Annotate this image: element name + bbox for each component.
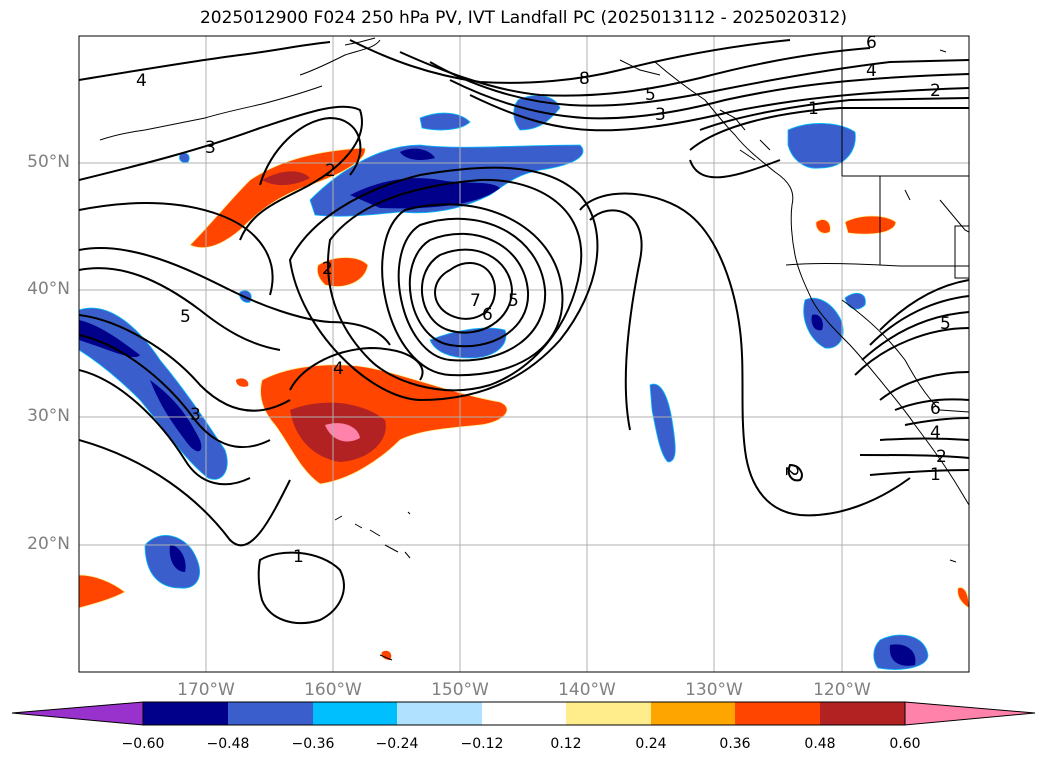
colorbar-tick-label: −0.12 xyxy=(460,736,504,752)
shading-layer xyxy=(79,95,969,670)
contour-label: 2 xyxy=(781,466,801,477)
contour-label: 4 xyxy=(866,61,877,81)
contour-label: 7 xyxy=(470,291,481,311)
contour-label: 1 xyxy=(808,99,819,119)
plot-frame xyxy=(78,35,970,673)
lon-label: 170°W xyxy=(177,680,235,700)
lon-label: 150°W xyxy=(431,680,489,700)
contour-label: 2 xyxy=(322,259,333,279)
contour-label: 6 xyxy=(482,305,493,325)
lat-label: 50°N xyxy=(27,152,70,172)
colorbar xyxy=(11,701,1036,726)
colorbar-tick-label: 0.60 xyxy=(889,736,921,752)
contour-label: 3 xyxy=(655,105,666,125)
contour-label: 5 xyxy=(940,314,951,334)
ivt-contours xyxy=(79,39,969,625)
colorbar-tick-label: 0.12 xyxy=(550,736,582,752)
contour-label: 4 xyxy=(930,423,941,443)
contour-label: 1 xyxy=(293,547,304,567)
colorbar-segment xyxy=(313,702,398,725)
colorbar-extend-low xyxy=(11,701,144,726)
colorbar-segment xyxy=(735,702,820,725)
colorbar-segment xyxy=(566,702,651,725)
colorbar-tick-label: −0.36 xyxy=(291,736,335,752)
lon-label: 140°W xyxy=(558,680,616,700)
colorbar-tick-label: 0.24 xyxy=(635,736,667,752)
lon-label: 120°W xyxy=(813,680,871,700)
colorbar-tick-label: 0.36 xyxy=(719,736,751,752)
colorbar-segment xyxy=(482,702,567,725)
contour-label: 8 xyxy=(579,69,590,89)
colorbar-segment xyxy=(228,702,313,725)
contour-label: 2 xyxy=(325,161,336,181)
lat-label: 30°N xyxy=(27,406,70,426)
colorbar-tick-label: −0.60 xyxy=(121,736,165,752)
lon-label: 130°W xyxy=(685,680,743,700)
colorbar-segment xyxy=(820,702,905,725)
contour-label: 3 xyxy=(205,138,216,158)
lon-label: 160°W xyxy=(304,680,362,700)
colorbar-tick-label: 0.48 xyxy=(804,736,836,752)
lat-label: 20°N xyxy=(27,534,70,554)
contour-label: 5 xyxy=(508,291,519,311)
contour-labels: 4 3 2 2 5 7 6 5 4 3 1 8 5 3 6 4 2 1 5 6 … xyxy=(136,33,951,567)
contour-label: 4 xyxy=(333,359,344,379)
contour-label: 5 xyxy=(645,85,656,105)
contour-label: 1 xyxy=(930,465,941,485)
colorbar-tick-label: −0.48 xyxy=(206,736,250,752)
plot-title: 2025012900 F024 250 hPa PV, IVT Landfall… xyxy=(199,8,847,28)
contour-label: 6 xyxy=(930,399,941,419)
colorbar-segment xyxy=(651,702,736,725)
contour-label: 2 xyxy=(936,447,947,467)
contour-label: 2 xyxy=(930,81,941,101)
contour-label: 4 xyxy=(136,71,147,91)
contour-label: 3 xyxy=(190,405,201,425)
pos-anomaly-north-band xyxy=(189,147,366,249)
coastlines xyxy=(99,36,969,661)
colorbar-tick-label: −0.24 xyxy=(375,736,419,752)
colorbar-segment xyxy=(397,702,482,725)
contour-label: 5 xyxy=(180,307,191,327)
contour-label: 6 xyxy=(866,33,877,53)
colorbar-extend-high xyxy=(904,701,1036,726)
colorbar-segment xyxy=(143,702,228,725)
lat-label: 40°N xyxy=(27,279,70,299)
